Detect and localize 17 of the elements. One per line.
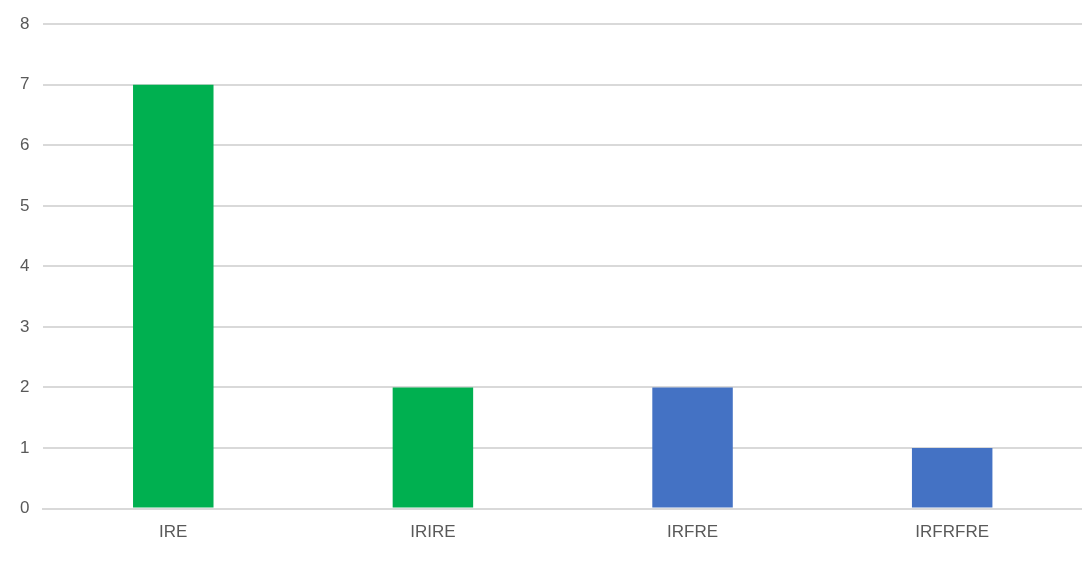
bar xyxy=(652,387,733,508)
x-tick-label: IRIRE xyxy=(410,522,456,542)
bar xyxy=(392,387,474,508)
y-tick-label: 4 xyxy=(19,256,30,276)
y-tick-label: 8 xyxy=(19,13,30,33)
y-tick-label: 7 xyxy=(19,74,30,94)
y-tick-label: 0 xyxy=(19,498,30,518)
x-tick-label: IRFRE xyxy=(667,522,719,542)
y-tick-label: 3 xyxy=(19,316,30,336)
bar xyxy=(911,448,993,508)
y-tick-label: 5 xyxy=(19,195,30,215)
y-tick-label: 1 xyxy=(19,437,30,457)
y-tick-label: 2 xyxy=(19,377,30,397)
x-tick-label: IRE xyxy=(159,522,188,542)
x-tick-label: IRFRFRE xyxy=(915,522,990,542)
y-tick-label: 6 xyxy=(19,134,30,154)
bar xyxy=(133,84,214,508)
